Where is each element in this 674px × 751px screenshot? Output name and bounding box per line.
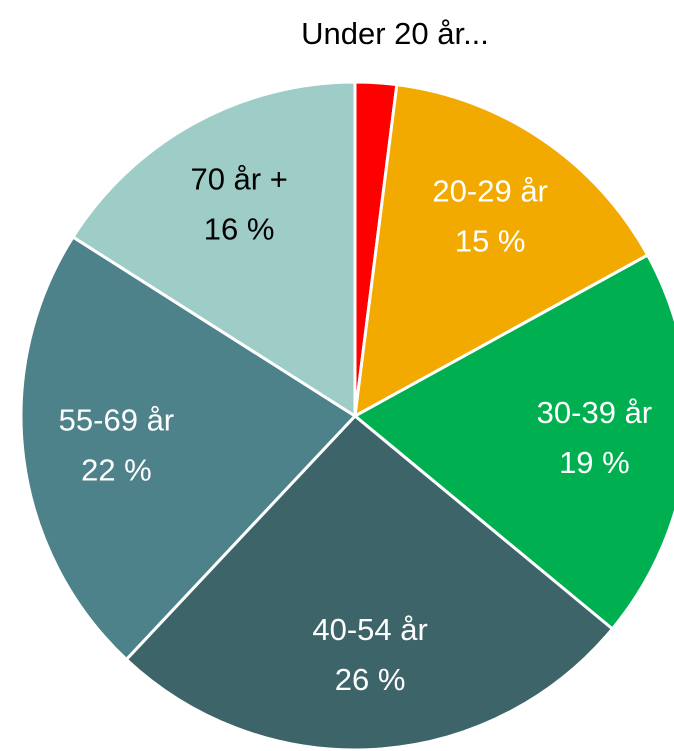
value-label: 15 % bbox=[455, 223, 526, 258]
pie-slice bbox=[70, 80, 357, 419]
pie-slice bbox=[124, 413, 615, 751]
slice-label: 40-54 år bbox=[312, 612, 427, 647]
value-label: 22 % bbox=[81, 452, 152, 487]
value-label: 16 % bbox=[204, 211, 275, 246]
slice-label: 70 år + bbox=[190, 161, 287, 196]
slice-label: 55-69 år bbox=[59, 402, 174, 437]
value-label: 19 % bbox=[559, 445, 630, 480]
slice-label: Under 20 år... bbox=[301, 16, 489, 51]
pie-slice bbox=[353, 82, 650, 419]
pie-slice bbox=[352, 253, 674, 632]
value-label: 26 % bbox=[335, 662, 406, 697]
slice-label: 30-39 år bbox=[537, 395, 652, 430]
slice-label: 20-29 år bbox=[432, 173, 547, 208]
pie-slice bbox=[19, 234, 358, 662]
